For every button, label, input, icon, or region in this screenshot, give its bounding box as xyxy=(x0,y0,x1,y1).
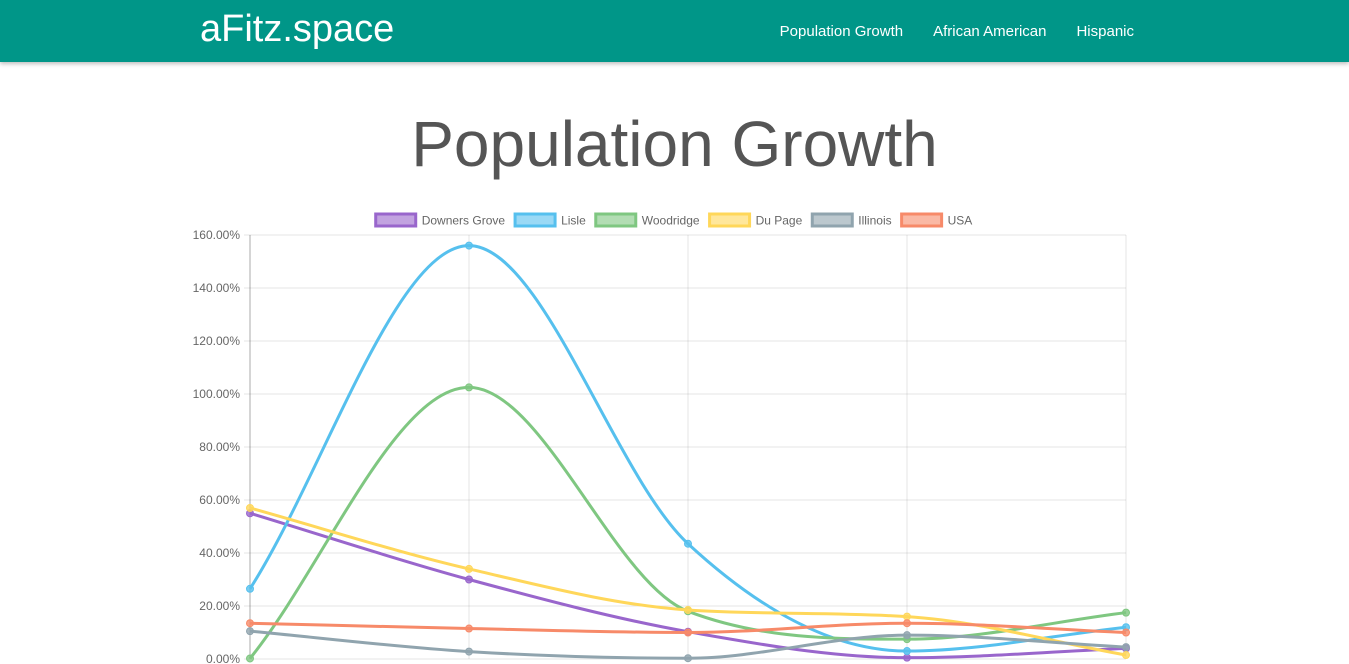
data-point-du-page[interactable] xyxy=(684,605,692,614)
data-point-woodridge[interactable] xyxy=(246,654,254,663)
data-point-usa[interactable] xyxy=(684,628,692,637)
data-point-woodridge[interactable] xyxy=(1122,608,1130,617)
legend-swatch xyxy=(374,212,418,228)
chart-series xyxy=(246,241,1130,663)
data-point-du-page[interactable] xyxy=(903,612,911,621)
data-point-woodridge[interactable] xyxy=(465,383,473,392)
data-point-du-page[interactable] xyxy=(465,564,473,573)
series-lisle xyxy=(246,241,1130,656)
legend-swatch xyxy=(900,212,944,228)
data-point-lisle[interactable] xyxy=(684,539,692,548)
legend-item-du-page[interactable]: Du Page xyxy=(708,212,803,228)
navbar: aFitz.space Population Growth African Am… xyxy=(0,0,1349,62)
y-tick-label: 140.00% xyxy=(193,281,241,295)
y-tick-label: 20.00% xyxy=(199,599,240,613)
page-title: Population Growth xyxy=(411,108,938,180)
nav-link-african-american[interactable]: African American xyxy=(933,22,1047,40)
nav-link-population-growth[interactable]: Population Growth xyxy=(779,22,904,40)
data-point-illinois[interactable] xyxy=(465,647,473,656)
data-point-usa[interactable] xyxy=(465,624,473,633)
nav-link-hispanic[interactable]: Hispanic xyxy=(1076,22,1134,40)
legend-label: Lisle xyxy=(561,214,586,228)
y-tick-label: 120.00% xyxy=(193,334,241,348)
series-line-lisle xyxy=(248,244,1127,653)
brand-link[interactable]: aFitz.space xyxy=(200,8,395,50)
data-point-usa[interactable] xyxy=(246,619,254,628)
data-point-illinois[interactable] xyxy=(246,627,254,636)
legend-label: Woodridge xyxy=(642,214,700,228)
y-tick-label: 0.00% xyxy=(206,652,240,664)
data-point-downers-grove[interactable] xyxy=(903,653,911,662)
data-point-illinois[interactable] xyxy=(903,631,911,640)
legend-item-woodridge[interactable]: Woodridge xyxy=(594,212,700,228)
series-usa xyxy=(246,619,1130,637)
data-point-lisle[interactable] xyxy=(246,584,254,593)
legend-item-downers-grove[interactable]: Downers Grove xyxy=(374,212,506,228)
series-illinois xyxy=(246,627,1130,663)
chart-grid xyxy=(244,234,1127,660)
legend-item-usa[interactable]: USA xyxy=(900,212,973,228)
y-tick-label: 40.00% xyxy=(199,546,240,560)
data-point-illinois[interactable] xyxy=(1122,643,1130,652)
data-point-usa[interactable] xyxy=(1122,628,1130,637)
data-point-du-page[interactable] xyxy=(246,503,254,512)
legend-swatch xyxy=(513,212,557,228)
legend-label: USA xyxy=(948,214,973,228)
legend-swatch xyxy=(594,212,638,228)
data-point-usa[interactable] xyxy=(903,619,911,628)
data-point-du-page[interactable] xyxy=(1122,651,1130,660)
chart-axes: 0.00% 20.00% 40.00% 60.00% 80.00% 100.00% 120.… xyxy=(193,228,251,664)
nav-links: Population Growth African American Hispa… xyxy=(750,0,1134,62)
data-point-lisle[interactable] xyxy=(465,241,473,250)
data-point-downers-grove[interactable] xyxy=(465,575,473,584)
y-tick-label: 80.00% xyxy=(199,440,240,454)
chart-legend: Downers Grove Lisle Woodridge Du Page Illino… xyxy=(374,212,973,228)
legend-label: Illinois xyxy=(858,214,891,228)
y-tick-label: 60.00% xyxy=(199,493,240,507)
legend-swatch xyxy=(810,212,854,228)
legend-item-illinois[interactable]: Illinois xyxy=(810,212,892,228)
y-tick-label: 100.00% xyxy=(193,387,241,401)
y-tick-label: 160.00% xyxy=(193,228,241,242)
legend-label: Du Page xyxy=(756,214,803,228)
data-point-lisle[interactable] xyxy=(903,647,911,656)
legend-item-lisle[interactable]: Lisle xyxy=(513,212,586,228)
data-point-illinois[interactable] xyxy=(684,654,692,663)
legend-swatch xyxy=(708,212,752,228)
legend-label: Downers Grove xyxy=(422,214,506,228)
